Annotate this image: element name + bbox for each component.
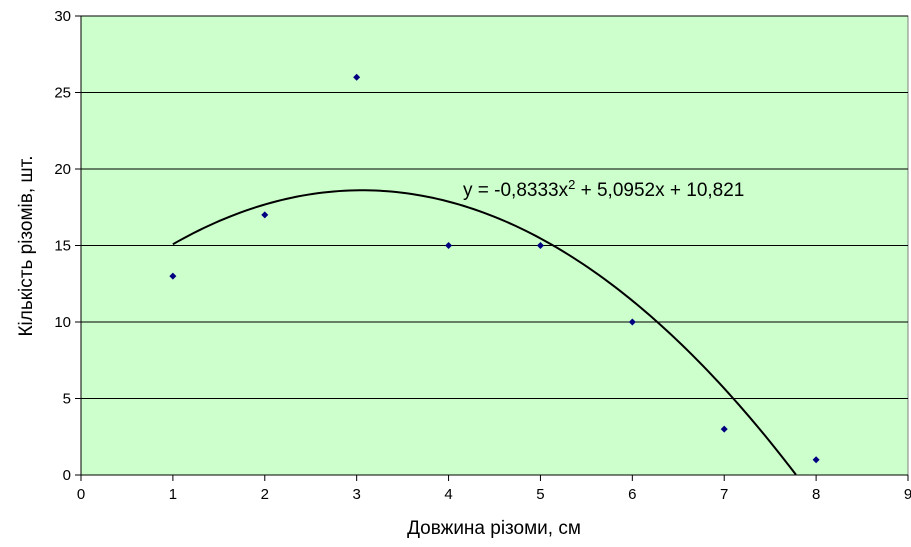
x-axis-title: Довжина різоми, см bbox=[407, 518, 581, 539]
data-point bbox=[261, 211, 269, 219]
x-tick-label: 5 bbox=[536, 486, 544, 503]
gridlines bbox=[81, 15, 908, 399]
x-tick-label: 4 bbox=[444, 486, 452, 503]
x-tick-label: 2 bbox=[261, 486, 269, 503]
x-tick-label: 0 bbox=[77, 486, 85, 503]
y-axis-title: Кількість різомів, шт. bbox=[16, 155, 37, 336]
x-tick-label: 9 bbox=[904, 486, 911, 503]
data-point bbox=[720, 425, 728, 433]
y-tick-label: 15 bbox=[54, 238, 71, 255]
data-points bbox=[169, 73, 820, 464]
y-tick-label: 10 bbox=[54, 314, 71, 331]
data-point bbox=[628, 318, 636, 326]
y-tick-label: 0 bbox=[63, 467, 71, 484]
equation-suffix: + 5,0952x + 10,821 bbox=[575, 180, 744, 201]
x-tick-label: 3 bbox=[352, 486, 360, 503]
x-tick-label: 6 bbox=[628, 486, 636, 503]
x-tick-label: 8 bbox=[812, 486, 820, 503]
data-point bbox=[169, 272, 177, 280]
y-tick-labels: 0 5 10 15 20 25 30 bbox=[54, 8, 81, 484]
data-point bbox=[353, 73, 361, 81]
data-point bbox=[445, 242, 453, 249]
y-tick-label: 30 bbox=[54, 8, 71, 25]
y-tick-label: 5 bbox=[63, 391, 71, 408]
trendline-equation: y = -0,8333x2 + 5,0952x + 10,821 bbox=[463, 177, 744, 202]
equation-prefix: y = -0,8333x bbox=[463, 180, 569, 201]
x-tick-labels: 0 1 2 3 4 5 6 7 8 9 bbox=[77, 475, 911, 503]
data-point bbox=[536, 242, 544, 249]
x-tick-label: 1 bbox=[169, 486, 177, 503]
x-tick-label: 7 bbox=[720, 486, 728, 503]
y-tick-label: 20 bbox=[54, 161, 71, 178]
equation-exponent: 2 bbox=[568, 177, 575, 192]
trendline bbox=[172, 189, 797, 476]
data-point bbox=[812, 456, 820, 464]
y-tick-label: 25 bbox=[54, 85, 71, 102]
